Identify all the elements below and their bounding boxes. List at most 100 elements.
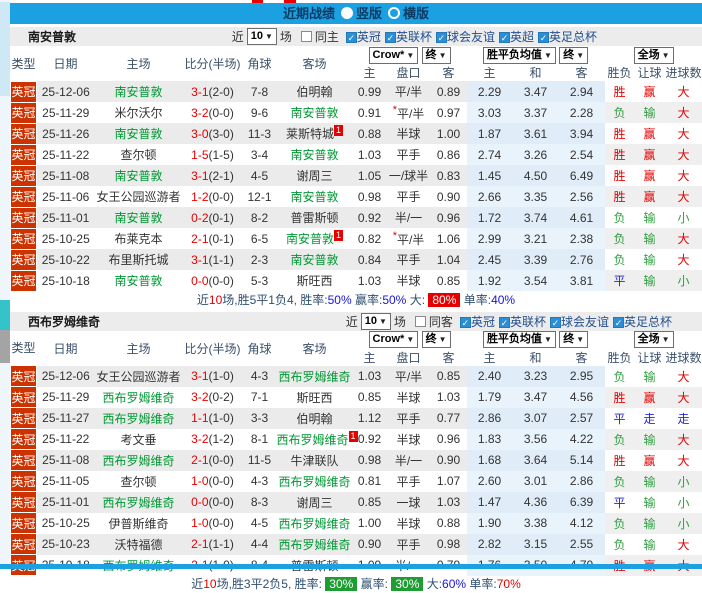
league-checkbox[interactable]: ✓	[346, 32, 357, 43]
home-team-link[interactable]: 西布罗姆维奇	[102, 412, 174, 426]
horizontal-layout-radio[interactable]	[388, 7, 400, 19]
home-team-link[interactable]: 女王公园巡游者	[96, 190, 180, 204]
card-count-badge: 1	[334, 230, 343, 241]
cell-home-team: 布里斯托城	[95, 249, 183, 270]
away-team-link[interactable]: 斯旺西	[296, 274, 332, 288]
strip-segment-blue	[0, 2, 10, 96]
away-team-link[interactable]: 南安普敦	[290, 190, 338, 204]
home-team-link[interactable]: 查尔顿	[120, 475, 156, 489]
same-venue-checkbox[interactable]	[301, 31, 312, 42]
home-team-link[interactable]: 南安普敦	[114, 85, 162, 99]
home-team-link[interactable]: 伊普斯维奇	[108, 517, 168, 531]
cell-avg-home: 1.83	[467, 429, 513, 450]
same-venue-checkbox[interactable]	[415, 316, 426, 327]
home-team-link[interactable]: 布莱克本	[114, 232, 162, 246]
cell-date: 25-11-05	[37, 471, 95, 492]
home-team-link[interactable]: 南安普敦	[114, 274, 162, 288]
final-avg-select[interactable]: 终▼	[559, 47, 588, 64]
cell-away-team: 伯明翰	[277, 81, 353, 102]
match-row: 英冠 25-11-08 西布罗姆维奇 2-1(0-0) 11-5 牛津联队 0.…	[11, 450, 702, 471]
cell-result-handicap: 输	[635, 102, 665, 123]
cell-league-type: 英冠	[11, 81, 37, 102]
cell-result-goals: 小	[665, 207, 702, 228]
home-team-link[interactable]: 查尔顿	[120, 148, 156, 162]
home-team-link[interactable]: 布里斯托城	[108, 253, 168, 267]
scope-select[interactable]: 全场▼	[634, 47, 674, 64]
home-team-link[interactable]: 西布罗姆维奇	[102, 454, 174, 468]
final-odds-select[interactable]: 终▼	[422, 331, 451, 348]
league-checkbox[interactable]: ✓	[550, 317, 561, 328]
cell-corners: 11-3	[243, 123, 277, 144]
cell-handicap-line: 平手	[387, 471, 431, 492]
cell-handicap-line: *平/半	[387, 228, 431, 249]
rounds-select[interactable]: 10▼	[361, 313, 391, 330]
avg-select[interactable]: 胜平负均值▼	[483, 47, 556, 64]
league-checkbox[interactable]: ✓	[385, 32, 396, 43]
away-team-link[interactable]: 伯明翰	[296, 412, 332, 426]
away-team-link[interactable]: 牛津联队	[290, 454, 338, 468]
col-corner: 角球	[243, 331, 277, 366]
cell-result-handicap: 输	[635, 366, 665, 387]
cell-avg-draw: 3.21	[513, 228, 559, 249]
away-team-link[interactable]: 西布罗姆维奇	[278, 538, 350, 552]
summary-segment: 30%	[325, 577, 357, 591]
vertical-layout-label[interactable]: 竖版	[356, 6, 382, 21]
cell-result-handicap: 赢	[635, 450, 665, 471]
horizontal-layout-label[interactable]: 横版	[403, 6, 429, 21]
vertical-layout-radio[interactable]	[341, 7, 353, 19]
match-row: 英冠 25-11-27 西布罗姆维奇 1-1(1-0) 3-3 伯明翰 1.12…	[11, 408, 702, 429]
half-time-score: (1-1)	[209, 537, 234, 551]
league-label: 英足总杯	[549, 30, 597, 44]
away-team-link[interactable]: 谢周三	[296, 169, 332, 183]
home-team-link[interactable]: 南安普敦	[114, 211, 162, 225]
cell-league-type: 英冠	[11, 186, 37, 207]
away-team-link[interactable]: 西布罗姆维奇	[277, 433, 349, 447]
company-select[interactable]: Crow*▼	[369, 331, 419, 348]
cell-corners: 4-5	[243, 165, 277, 186]
rounds-select[interactable]: 10▼	[247, 28, 277, 45]
league-checkbox[interactable]: ✓	[436, 32, 447, 43]
away-team-link[interactable]: 伯明翰	[296, 85, 332, 99]
away-team-link[interactable]: 谢周三	[296, 496, 332, 510]
home-team-link[interactable]: 女王公园巡游者	[96, 370, 180, 384]
home-team-link[interactable]: 考文垂	[120, 433, 156, 447]
home-team-link[interactable]: 南安普敦	[114, 169, 162, 183]
final-avg-select[interactable]: 终▼	[559, 331, 588, 348]
same-venue-label: 同客	[429, 313, 453, 330]
scope-group-header: 全场▼	[605, 331, 702, 349]
away-team-link[interactable]: 南安普敦	[286, 232, 334, 246]
home-team-link[interactable]: 米尔沃尔	[114, 106, 162, 120]
away-team-link[interactable]: 西布罗姆维奇	[278, 370, 350, 384]
scope-select[interactable]: 全场▼	[634, 331, 674, 348]
cell-odds-away: 0.77	[431, 408, 467, 429]
cell-avg-draw: 3.37	[513, 102, 559, 123]
league-checkbox[interactable]: ✓	[538, 32, 549, 43]
away-team-link[interactable]: 斯旺西	[296, 391, 332, 405]
league-checkbox[interactable]: ✓	[613, 317, 624, 328]
league-checkbox[interactable]: ✓	[499, 32, 510, 43]
away-team-link[interactable]: 南安普敦	[290, 148, 338, 162]
cell-avg-draw: 3.01	[513, 471, 559, 492]
avg-select[interactable]: 胜平负均值▼	[483, 331, 556, 348]
cell-score: 2-1(0-0)	[183, 450, 243, 471]
away-team-link[interactable]: 普雷斯顿	[290, 211, 338, 225]
away-team-link[interactable]: 南安普敦	[290, 106, 338, 120]
cell-date: 25-11-22	[37, 429, 95, 450]
away-team-link[interactable]: 西布罗姆维奇	[278, 475, 350, 489]
home-team-link[interactable]: 沃特福德	[114, 538, 162, 552]
away-team-link[interactable]: 南安普敦	[290, 253, 338, 267]
away-team-link[interactable]: 西布罗姆维奇	[278, 517, 350, 531]
company-select[interactable]: Crow*▼	[369, 47, 419, 64]
away-team-link[interactable]: 莱斯特城	[286, 127, 334, 141]
home-team-link[interactable]: 西布罗姆维奇	[102, 391, 174, 405]
col-avg-away: 客	[559, 64, 605, 81]
final-odds-select[interactable]: 终▼	[422, 47, 451, 64]
cell-result-winloss: 胜	[605, 387, 635, 408]
home-team-link[interactable]: 西布罗姆维奇	[102, 496, 174, 510]
home-team-link[interactable]: 南安普敦	[114, 127, 162, 141]
league-checkbox[interactable]: ✓	[460, 317, 471, 328]
col-date: 日期	[37, 331, 95, 366]
league-checkbox[interactable]: ✓	[499, 317, 510, 328]
cell-result-goals: 走	[665, 408, 702, 429]
cell-score: 2-1(0-1)	[183, 228, 243, 249]
